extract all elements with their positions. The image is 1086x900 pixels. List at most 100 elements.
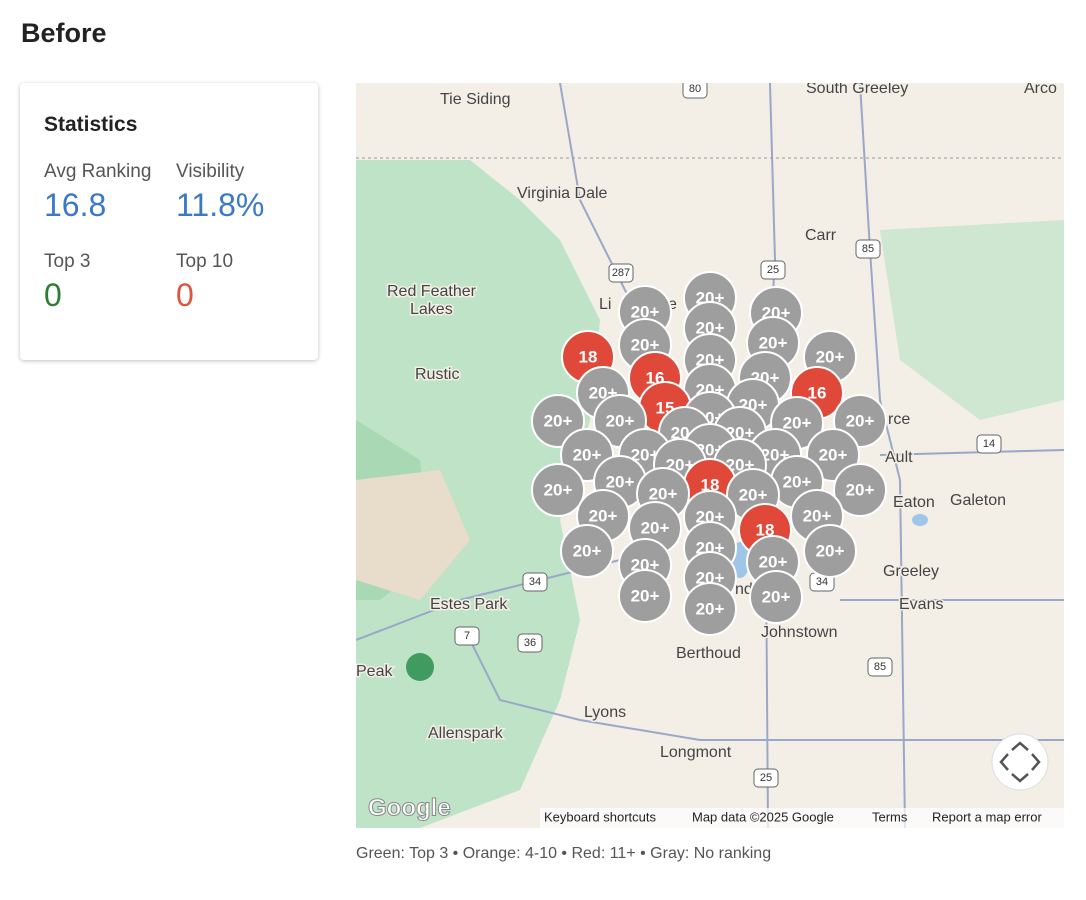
road-shield-label: 36 <box>524 637 536 649</box>
map[interactable]: Tie Siding South Greeley Arco Virginia Dale… <box>356 83 1064 828</box>
map-marker[interactable]: 20+ <box>618 569 672 623</box>
stat-value: 11.8% <box>176 187 265 223</box>
marker-label: 20+ <box>696 600 725 619</box>
card-title: Statistics <box>44 113 138 136</box>
marker-label: 20+ <box>739 486 768 505</box>
place-label: Longmont <box>660 744 732 761</box>
road-shield-label: 287 <box>612 267 630 279</box>
map-marker[interactable]: 20+ <box>749 570 803 624</box>
stat-label: Top 3 <box>44 251 91 272</box>
marker-label: 20+ <box>816 348 845 367</box>
marker-circle <box>531 463 585 517</box>
marker-label: 20+ <box>641 519 670 538</box>
place-label: Rustic <box>415 366 459 383</box>
road-shield <box>682 83 708 99</box>
marker-circle <box>749 570 803 624</box>
marker-label: 20+ <box>696 569 725 588</box>
road-shield-label: 14 <box>983 438 995 450</box>
place-label: Berthoud <box>676 645 741 662</box>
section-title: Before <box>21 18 107 48</box>
place-label: Peak <box>356 663 393 680</box>
marker-label: 20+ <box>544 412 573 431</box>
marker-label: 20+ <box>573 446 602 465</box>
marker-label: 20+ <box>759 553 788 572</box>
marker-circle <box>803 524 857 578</box>
marker-label: 20+ <box>696 319 725 338</box>
stat-value: 16.8 <box>44 187 107 223</box>
stats-card: Statistics Avg Ranking 16.8 Visibility 11.8… <box>20 83 318 360</box>
map-marker[interactable]: 20+ <box>683 582 737 636</box>
marker-circle <box>560 524 614 578</box>
place-label: Estes Park <box>430 596 508 613</box>
marker-label: 20+ <box>696 508 725 527</box>
marker-label: 20+ <box>816 542 845 561</box>
road-shield <box>976 434 1002 454</box>
place-label: South Greeley <box>806 83 908 97</box>
stat-label: Avg Ranking <box>44 161 152 182</box>
road-shield <box>608 263 634 283</box>
road-shield-label: 80 <box>689 83 701 95</box>
marker-label: 20+ <box>759 334 788 353</box>
map-footer-link[interactable]: Map data ©2025 Google <box>692 809 834 824</box>
marker-label: 20+ <box>631 303 660 322</box>
road-shield <box>753 768 779 788</box>
marker-label: 20+ <box>649 485 678 504</box>
place-label: Ault <box>885 449 913 466</box>
map-legend: Green: Top 3 • Orange: 4-10 • Red: 11+ •… <box>356 845 772 862</box>
marker-label: 16 <box>808 384 827 403</box>
marker-label: 20+ <box>631 446 660 465</box>
stat-value: 0 <box>176 277 194 313</box>
place-label: Red Feather <box>387 283 477 300</box>
map-marker[interactable]: 20+ <box>803 524 857 578</box>
road-shield-label: 25 <box>760 772 772 784</box>
road-shield <box>517 633 543 653</box>
marker-label: 20+ <box>589 507 618 526</box>
marker-label: 20+ <box>631 336 660 355</box>
place-label: Evans <box>899 596 943 613</box>
marker-circle <box>618 569 672 623</box>
marker-label: 20+ <box>783 414 812 433</box>
stat-value: 0 <box>44 277 62 313</box>
marker-label: 20+ <box>606 412 635 431</box>
marker-label: 20+ <box>573 542 602 561</box>
marker-label: 20+ <box>846 481 875 500</box>
marker-circle <box>683 582 737 636</box>
road-shield-label: 34 <box>529 576 541 588</box>
place-label: Lakes <box>410 301 453 318</box>
map-marker[interactable]: 20+ <box>531 463 585 517</box>
map-footer-link[interactable]: Keyboard shortcuts <box>544 809 657 824</box>
stat-label: Top 10 <box>176 251 234 272</box>
place-label: Johnstown <box>761 624 838 641</box>
marker-label: 20+ <box>803 507 832 526</box>
place-label: Greeley <box>883 563 939 580</box>
road-shield <box>454 626 480 646</box>
road-shield <box>855 239 881 259</box>
road-shield-label: 25 <box>767 264 779 276</box>
place-label: Lyons <box>584 704 626 721</box>
place-label: Li <box>599 296 611 313</box>
road-shield-label: 7 <box>464 630 470 642</box>
road-shield-label: 85 <box>862 243 874 255</box>
map-footer-link[interactable]: Terms <box>872 809 908 824</box>
stat-label: Visibility <box>176 161 245 182</box>
marker-label: 20+ <box>544 481 573 500</box>
marker-label: 20+ <box>606 473 635 492</box>
map-marker[interactable]: 20+ <box>833 463 887 517</box>
marker-label: 20+ <box>631 587 660 606</box>
map-footer-link[interactable]: Report a map error <box>932 809 1042 824</box>
marker-label: 20+ <box>819 446 848 465</box>
road-shield <box>760 260 786 280</box>
marker-label: 18 <box>701 476 720 495</box>
road-shield <box>522 572 548 592</box>
road-shield <box>867 657 893 677</box>
marker-label: 18 <box>579 348 598 367</box>
place-label: Carr <box>805 227 837 244</box>
place-label: Allenspark <box>428 725 504 742</box>
marker-label: 20+ <box>762 588 791 607</box>
place-label: Galeton <box>950 492 1006 509</box>
place-label: Eaton <box>893 494 935 511</box>
marker-circle <box>833 463 887 517</box>
map-marker[interactable]: 20+ <box>560 524 614 578</box>
road-shield-label: 34 <box>816 576 828 588</box>
